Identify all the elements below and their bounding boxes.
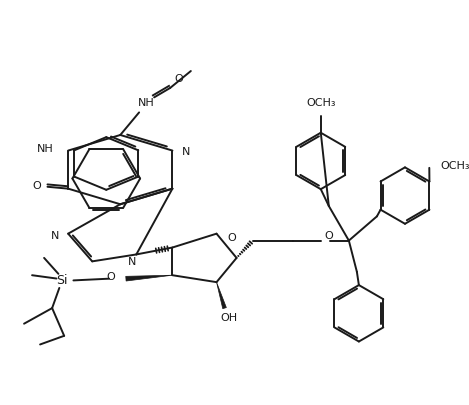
Text: O: O xyxy=(33,181,41,191)
Text: O: O xyxy=(325,231,333,241)
Text: NH: NH xyxy=(38,144,54,153)
Text: O: O xyxy=(175,74,183,83)
Text: O: O xyxy=(106,272,114,282)
Text: OCH₃: OCH₃ xyxy=(306,98,335,108)
Polygon shape xyxy=(126,275,173,281)
Text: N: N xyxy=(50,230,59,241)
Text: O: O xyxy=(227,233,235,243)
Text: Si: Si xyxy=(56,274,68,287)
Text: OCH₃: OCH₃ xyxy=(440,161,469,171)
Text: N: N xyxy=(128,257,136,267)
Text: OH: OH xyxy=(221,313,238,322)
Text: N: N xyxy=(182,147,190,158)
Text: NH: NH xyxy=(138,98,155,108)
Polygon shape xyxy=(217,282,227,309)
